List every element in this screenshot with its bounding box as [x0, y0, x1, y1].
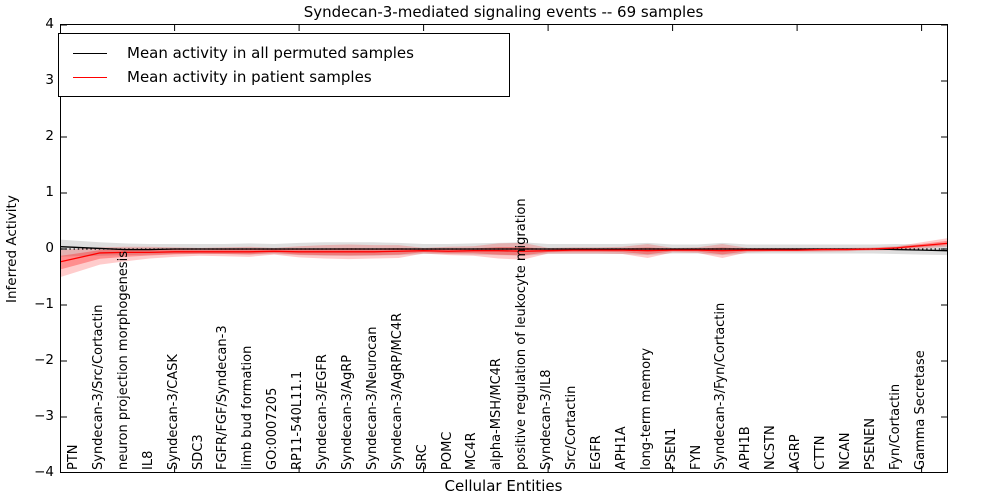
x-category-label: NCAN: [837, 432, 853, 470]
patient-confidence-band-outer: [61, 238, 947, 277]
x-category-label: AGRP: [788, 434, 804, 470]
x-category-label: alpha-MSH/MC4R: [489, 358, 505, 470]
x-category-label: long-term memory: [638, 347, 654, 470]
y-tick-label: −4: [34, 464, 54, 480]
x-category-label: Syndecan-3/Fyn/Cortactin: [713, 302, 729, 470]
x-category-label: Syndecan-3/IL8: [539, 369, 555, 470]
y-tick-label: 1: [45, 184, 54, 200]
x-category-label: NCSTN: [763, 425, 779, 470]
x-category-label: positive regulation of leukocyte migrati…: [514, 198, 530, 470]
legend-line-swatch-patient: [73, 76, 107, 78]
chart-svg: [61, 25, 947, 472]
x-category-label: SRC: [414, 444, 430, 470]
x-category-label: FGFR/FGF/Syndecan-3: [215, 325, 231, 470]
x-category-label: Fyn/Cortactin: [887, 383, 903, 470]
x-category-label: Syndecan-3/EGFR: [315, 354, 330, 470]
x-category-label: Src/Cortactin: [564, 385, 579, 470]
y-tick-label: 2: [45, 128, 54, 144]
y-tick-label: −2: [34, 352, 54, 368]
x-category-label: PTN: [66, 444, 81, 470]
y-tick-label: 0: [45, 240, 54, 256]
permuted-mean-line: [61, 246, 947, 252]
x-category-label: APH1B: [738, 426, 754, 470]
x-axis-label: Cellular Entities: [444, 477, 563, 495]
plot-area: [60, 24, 948, 473]
legend: Mean activity in all permuted samples Me…: [58, 33, 510, 97]
x-category-label: Syndecan-3/Src/Cortactin: [90, 304, 106, 470]
x-category-label: Syndecan-3/CASK: [165, 354, 181, 470]
x-category-label: CTTN: [813, 435, 828, 470]
x-category-label: GO:0007205: [265, 387, 281, 470]
x-category-label: IL8: [140, 450, 156, 470]
x-category-label: POMC: [439, 431, 455, 470]
x-category-label: limb bud formation: [240, 345, 256, 470]
x-category-label: PSENEN: [862, 418, 878, 470]
x-category-label: FYN: [688, 444, 704, 470]
patient-mean-line: [61, 242, 947, 263]
x-category-label: Syndecan-3/AgRP/MC4R: [389, 312, 405, 470]
x-category-label: APH1A: [613, 426, 629, 470]
y-tick-label: 3: [45, 72, 54, 88]
x-category-label: MC4R: [464, 432, 480, 470]
x-category-label: Gamma Secretase: [912, 350, 928, 470]
legend-item: Mean activity in patient samples: [59, 68, 509, 86]
x-category-label: EGFR: [588, 435, 604, 470]
patient-confidence-band-inner: [61, 240, 947, 270]
chart-title: Syndecan-3-mediated signaling events -- …: [303, 3, 704, 21]
x-category-label: RP11-540L11.1: [290, 370, 306, 470]
legend-label: Mean activity in patient samples: [127, 68, 372, 86]
y-tick-label: −3: [34, 408, 54, 424]
x-category-label: PSEN1: [663, 427, 679, 470]
y-tick-label: 4: [45, 16, 54, 32]
x-category-label: Syndecan-3/AgRP: [339, 354, 355, 470]
x-category-label: SDC3: [190, 434, 206, 470]
x-category-label: Syndecan-3/Neurocan: [364, 326, 380, 470]
legend-line-swatch-permuted: [73, 52, 107, 54]
x-category-label: neuron projection morphogenesis: [115, 251, 131, 470]
legend-label: Mean activity in all permuted samples: [127, 44, 414, 62]
legend-item: Mean activity in all permuted samples: [59, 44, 509, 62]
y-tick-label: −1: [34, 296, 54, 312]
permuted-confidence-band: [61, 239, 947, 257]
